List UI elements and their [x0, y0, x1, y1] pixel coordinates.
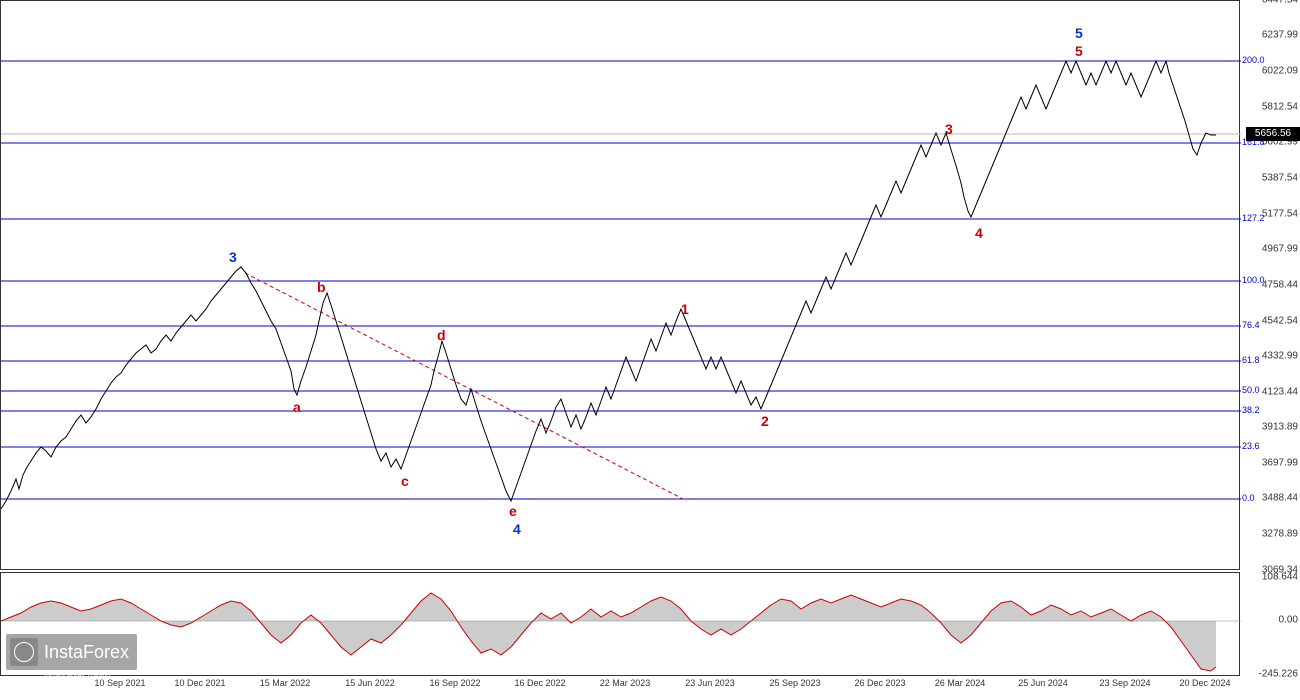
indicator-line	[1, 593, 1216, 671]
wave-label: e	[509, 503, 517, 519]
indicator-y-label: 108.644	[1262, 572, 1298, 583]
indicator-y-label: -245.226	[1259, 669, 1298, 680]
x-axis-label: 26 Dec 2023	[854, 678, 905, 688]
wave-label: b	[317, 279, 326, 295]
y-axis-label: 3278.89	[1262, 529, 1298, 540]
x-axis-label: 22 Mar 2023	[600, 678, 651, 688]
x-axis-label: 23 Jun 2023	[685, 678, 735, 688]
wave-label: 4	[975, 225, 983, 241]
x-axis-label: 15 Jun 2022	[345, 678, 395, 688]
y-axis-label: 4967.99	[1262, 244, 1298, 255]
wave-label: 3	[945, 121, 953, 137]
price-line	[1, 61, 1216, 509]
y-axis-label: 4123.44	[1262, 387, 1298, 398]
y-axis-label: 3697.99	[1262, 458, 1298, 469]
main-price-chart: 3 a b c d e 4 1 2 3 4 5 5	[0, 0, 1240, 570]
wave-label: 5	[1075, 43, 1083, 59]
fib-label: 23.6	[1242, 441, 1260, 451]
y-axis-label: 3488.44	[1262, 493, 1298, 504]
x-axis-label: 23 Sep 2024	[1099, 678, 1150, 688]
wave-label: a	[293, 399, 301, 415]
x-axis-label: 25 Jun 2024	[1018, 678, 1068, 688]
chart-container: 3 a b c d e 4 1 2 3 4 5 5 6447.54 6237.99 6022.09 5812.…	[0, 0, 1300, 700]
indicator-y-label: 0.00	[1279, 615, 1298, 626]
x-axis-label: 10 Dec 2021	[174, 678, 225, 688]
wave-label: 1	[681, 301, 689, 317]
wave-label: 3	[229, 249, 237, 265]
y-axis-label: 6237.99	[1262, 30, 1298, 41]
wave-label: 2	[761, 413, 769, 429]
wave-label: d	[437, 327, 446, 343]
wave-label: 4	[513, 521, 521, 537]
indicator-fill	[1, 593, 1216, 671]
y-axis-label: 3913.89	[1262, 422, 1298, 433]
fib-label: 200.0	[1242, 55, 1265, 65]
x-axis-label: 16 Sep 2022	[429, 678, 480, 688]
x-axis-label: 15 Mar 2022	[260, 678, 311, 688]
fib-label: 100.0	[1242, 275, 1265, 285]
x-axis-dates: 10 Sep 202110 Dec 202115 Mar 202215 Jun …	[0, 676, 1240, 696]
logo-subtitle: Instant Forex Trading	[44, 673, 110, 680]
y-axis-indicator: 108.6440.00-245.226	[1240, 572, 1300, 676]
y-axis-label: 4332.99	[1262, 351, 1298, 362]
y-axis-label: 6022.09	[1262, 66, 1298, 77]
x-axis-label: 16 Dec 2022	[514, 678, 565, 688]
trendline	[245, 273, 687, 501]
fib-label: 127.2	[1242, 213, 1265, 223]
y-axis-label: 6447.54	[1262, 0, 1298, 6]
y-axis-label: 5387.54	[1262, 173, 1298, 184]
instaforex-logo: InstaForex Instant Forex Trading	[6, 634, 137, 670]
y-axis-label: 4542.54	[1262, 316, 1298, 327]
fib-label: 161.8	[1242, 137, 1265, 147]
y-axis-label: 4758.44	[1262, 280, 1298, 291]
fib-label: 76.4	[1242, 320, 1260, 330]
logo-text: InstaForex	[44, 642, 129, 663]
y-axis-label: 5812.54	[1262, 102, 1298, 113]
wave-label: c	[401, 473, 409, 489]
wave-label: 5	[1075, 25, 1083, 41]
y-axis-price: 6447.546237.996022.095812.545602.995387.…	[1240, 0, 1300, 570]
x-axis-label: 26 Mar 2024	[935, 678, 986, 688]
fibonacci-lines	[1, 61, 1241, 499]
x-axis-label: 25 Sep 2023	[769, 678, 820, 688]
y-axis-label: 5177.54	[1262, 209, 1298, 220]
fib-label: 61.8	[1242, 355, 1260, 365]
fib-label: 0.0	[1242, 493, 1255, 503]
fib-label: 50.0	[1242, 385, 1260, 395]
globe-icon	[10, 638, 38, 666]
fib-label: 38.2	[1242, 405, 1260, 415]
x-axis-label: 20 Dec 2024	[1179, 678, 1230, 688]
indicator-chart	[0, 572, 1240, 676]
